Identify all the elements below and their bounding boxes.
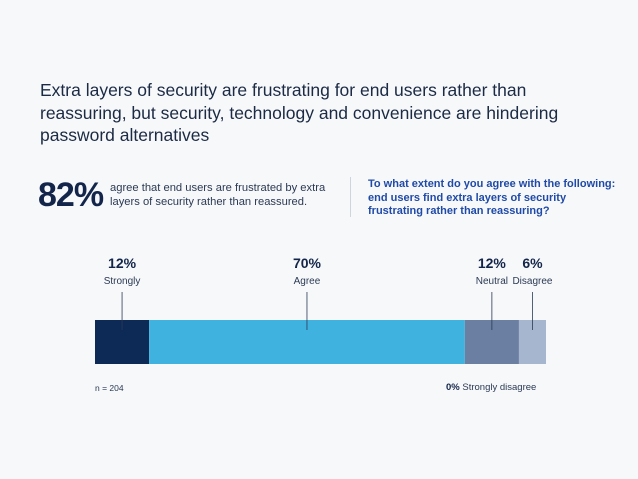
strongly-disagree-label: Strongly disagree: [462, 382, 537, 393]
value-label-neutral: 12%: [478, 255, 507, 271]
headline: Extra layers of security are frustrating…: [40, 80, 559, 145]
category-label-strongly: Strongly: [104, 276, 141, 287]
strongly-disagree-note: 0% Strongly disagree: [446, 382, 536, 393]
strongly-disagree-value: 0%: [446, 382, 460, 393]
survey-question: To what extent do you agree with the fol…: [368, 178, 616, 217]
stat-description: agree that end users are frustrated by e…: [110, 182, 326, 208]
value-label-disagree: 6%: [522, 255, 543, 271]
stat-value: 82%: [38, 176, 104, 214]
sample-size-note: n = 204: [95, 383, 124, 393]
value-label-strongly: 12%: [108, 255, 137, 271]
category-label-agree: Agree: [294, 276, 321, 287]
category-label-neutral: Neutral: [476, 276, 508, 287]
divider: [350, 177, 351, 217]
value-label-agree: 70%: [293, 255, 322, 271]
category-label-disagree: Disagree: [512, 276, 552, 287]
